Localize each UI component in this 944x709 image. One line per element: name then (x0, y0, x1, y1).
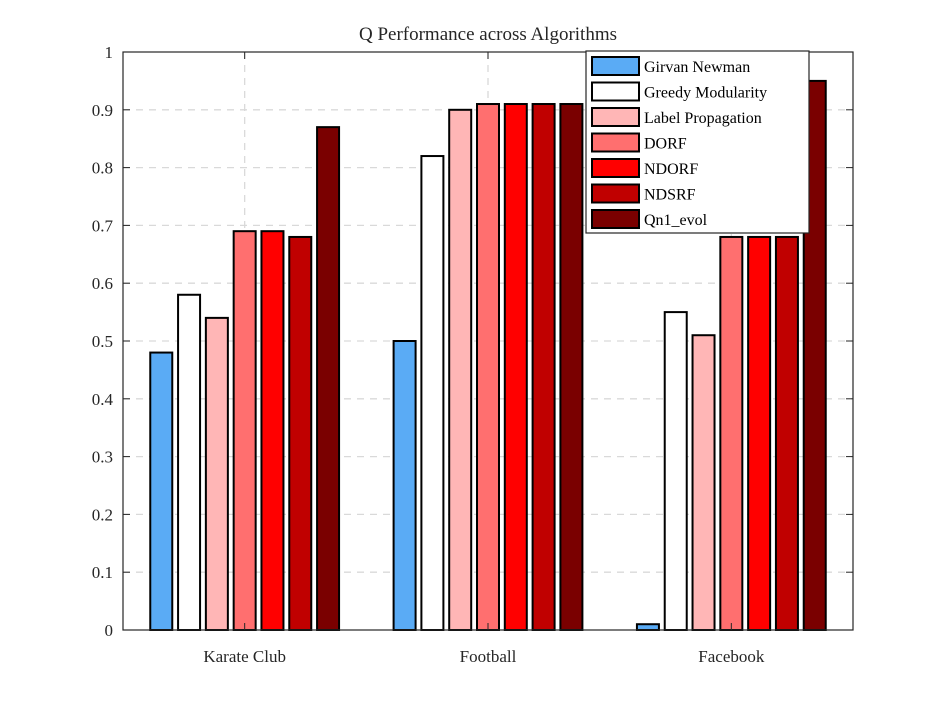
bar-greedy-modularity-facebook (663, 311, 688, 631)
legend-swatch-ndsrf (591, 183, 640, 204)
y-tick-label: 0.6 (92, 274, 113, 293)
legend-label-dorf: DORF (644, 136, 687, 153)
legend-label-greedy-modularity: Greedy Modularity (644, 85, 767, 102)
chart-title: Q Performance across Algorithms (359, 24, 617, 45)
bar-girvan-newman-karate-club (149, 351, 174, 631)
bar-ndsrf-karate-club (288, 235, 313, 632)
bar-girvan-newman-facebook (635, 623, 660, 631)
x-tick-label-facebook: Facebook (698, 647, 765, 666)
legend-label-ndsrf: NDSRF (644, 187, 696, 204)
y-tick-label: 0.4 (92, 390, 114, 409)
y-tick-label: 1 (105, 43, 114, 62)
bar-dorf-karate-club (232, 230, 257, 631)
bar-qn1-evol-karate-club (316, 126, 341, 631)
x-axis-ticks: Karate Club Football Facebook (203, 52, 765, 666)
bars (149, 79, 827, 632)
bar-greedy-modularity-football (420, 155, 445, 631)
y-tick-label: 0.3 (92, 448, 113, 467)
legend-swatch-label-propagation (591, 107, 640, 127)
y-tick-label: 0 (105, 621, 114, 640)
bar-ndorf-facebook (747, 235, 772, 632)
legend-label-qn1-evol: Qn1_evol (644, 212, 708, 229)
bar-dorf-facebook (719, 235, 744, 632)
bar-greedy-modularity-karate-club (177, 293, 202, 631)
y-tick-label: 0.2 (92, 505, 113, 524)
bar-ndorf-football (503, 103, 528, 631)
legend-swatch-dorf (591, 132, 640, 153)
bar-ndsrf-football (531, 103, 556, 631)
bar-label-propagation-karate-club (204, 316, 229, 631)
bar-ndorf-karate-club (260, 230, 285, 631)
legend-swatch-qn1-evol (591, 209, 640, 229)
bar-qn1-evol-football (559, 103, 584, 631)
legend-swatch-ndorf (591, 158, 640, 178)
y-axis-ticks: 0 0.1 0.2 0.3 0.4 0.5 0.6 0.7 0.8 0.9 1 (92, 43, 853, 640)
legend-swatch-greedy-modularity (591, 81, 640, 102)
x-tick-label-football: Football (460, 647, 517, 666)
legend-label-label-propagation: Label Propagation (644, 110, 762, 127)
bar-label-propagation-football (448, 108, 473, 632)
bar-label-propagation-facebook (691, 334, 716, 631)
y-tick-label: 0.8 (92, 159, 113, 178)
bar-dorf-football (476, 103, 500, 631)
x-tick-label-karate-club: Karate Club (203, 647, 286, 666)
bar-girvan-newman-football (392, 340, 417, 631)
y-tick-label: 0.9 (92, 101, 113, 120)
y-tick-label: 0.5 (92, 332, 113, 351)
legend-label-ndorf: NDORF (644, 161, 698, 178)
bar-ndsrf-facebook (774, 235, 799, 632)
legend-label-girvan-newman: Girvan Newman (644, 59, 750, 76)
legend-swatch-girvan-newman (591, 56, 640, 76)
y-tick-label: 0.7 (92, 216, 114, 235)
legend: Girvan Newman Greedy Modularity Label Prop… (585, 50, 810, 234)
y-tick-label: 0.1 (92, 563, 113, 582)
